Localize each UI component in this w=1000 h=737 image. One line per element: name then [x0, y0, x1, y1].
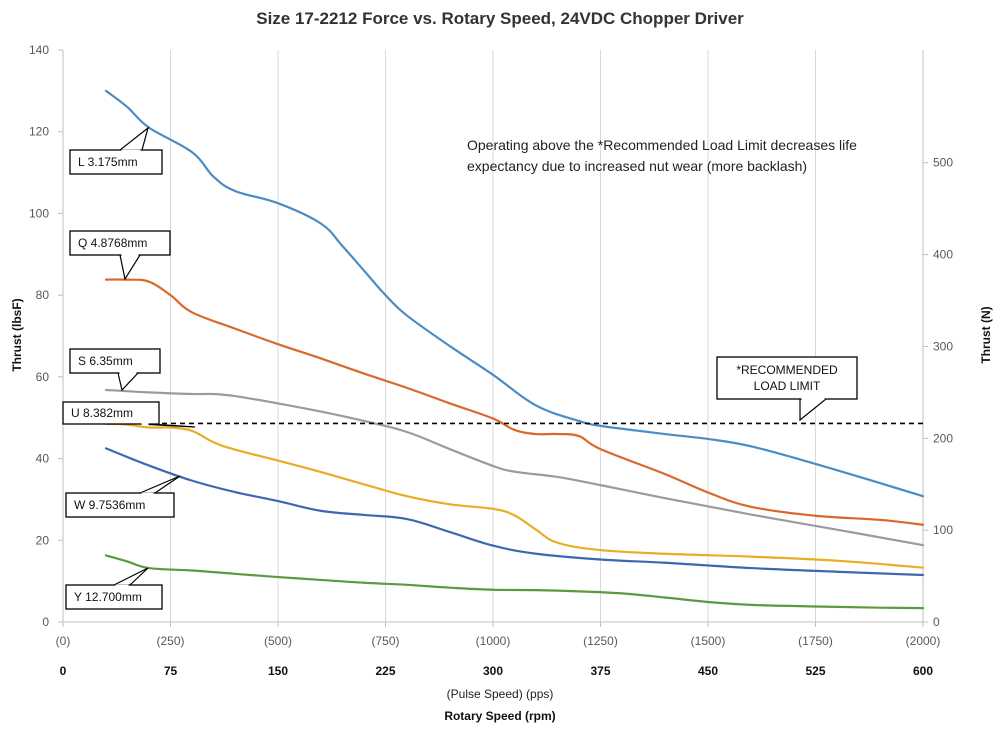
- callout-label-4: W 9.7536mm: [74, 498, 145, 512]
- callout-seam: [801, 397, 825, 400]
- x-tick-label-rpm: 300: [483, 664, 503, 678]
- y-tick-label: 140: [29, 43, 49, 57]
- x-tick-label-rpm: 225: [375, 664, 395, 678]
- x-tick-label-pps: (500): [264, 634, 292, 648]
- callout-box: [65, 492, 175, 518]
- series-line-2: [104, 388, 925, 547]
- chart-title: Size 17-2212 Force vs. Rotary Speed, 24V…: [256, 9, 744, 28]
- y-right-tick-label: 400: [933, 248, 953, 262]
- y-right-tick-label: 0: [933, 615, 940, 629]
- y-axis-title-right: Thrust (N): [979, 306, 993, 363]
- note-group: Operating above the *Recommended Load Li…: [467, 137, 857, 174]
- callout-box: [716, 356, 858, 400]
- x-tick-label-pps: (250): [156, 634, 184, 648]
- callout-seam: [141, 422, 149, 425]
- series-line-1: [104, 278, 925, 526]
- x-tick-label-pps: (1000): [476, 634, 511, 648]
- y-tick-label: 80: [36, 288, 50, 302]
- callout: Y 12.700mm: [65, 567, 163, 610]
- callout-box: [69, 149, 163, 175]
- recommended-load-limit-label: *RECOMMENDED: [736, 363, 838, 377]
- y-right-tick-label: 500: [933, 156, 953, 170]
- callout-box: [69, 230, 171, 256]
- x-tick-label-rpm: 0: [60, 664, 67, 678]
- y-tick-label: 20: [36, 533, 50, 547]
- callout-label-3: U 8.382mm: [71, 406, 133, 420]
- callout: S 6.35mm: [69, 348, 161, 392]
- x-tick-label-rpm: 600: [913, 664, 933, 678]
- callout-box: [65, 584, 163, 610]
- note-text-line: expectancy due to increased nut wear (mo…: [467, 158, 807, 174]
- callout-seam: [121, 253, 139, 256]
- callout-box: [69, 348, 161, 374]
- callout: U 8.382mm: [62, 401, 196, 428]
- callout-label-5: Y 12.700mm: [74, 590, 142, 604]
- axis-labels: Thrust (lbsF) Thrust (N) (Pulse Speed) (…: [10, 298, 993, 723]
- series-group: [104, 89, 925, 610]
- x-tick-label-rpm: 525: [805, 664, 825, 678]
- x-tick-label-pps: (0): [56, 634, 71, 648]
- y-tick-label: 60: [36, 370, 50, 384]
- x-axis-subtitle: (Pulse Speed) (pps): [447, 687, 554, 701]
- callout-label-0: L 3.175mm: [78, 155, 138, 169]
- grid: [62, 50, 924, 622]
- y-tick-label: 120: [29, 125, 49, 139]
- y-right-tick-label: 100: [933, 523, 953, 537]
- x-tick-label-pps: (2000): [906, 634, 941, 648]
- callout-seam: [121, 149, 141, 152]
- y-tick-label: 40: [36, 452, 50, 466]
- callout-tail: [117, 372, 140, 392]
- x-tick-label-rpm: 75: [164, 664, 178, 678]
- callouts-group: L 3.175mm Q 4.8768mm S 6.35mm U 8.382mm W 9.…: [62, 126, 858, 610]
- note-text-line: Operating above the *Recommended Load Li…: [467, 137, 857, 153]
- callout-tail: [799, 398, 828, 422]
- callout-seam: [115, 584, 129, 587]
- callout-label-1: Q 4.8768mm: [78, 236, 147, 250]
- x-tick-label-rpm: 375: [590, 664, 610, 678]
- callout-seam: [141, 492, 154, 495]
- callout-tail: [119, 254, 142, 281]
- callout: W 9.7536mm: [65, 475, 181, 518]
- callout-tail: [118, 126, 150, 151]
- callout-box: [62, 401, 160, 425]
- series-line-0: [104, 89, 925, 498]
- x-tick-label-pps: (1250): [583, 634, 618, 648]
- y-axis-title-left: Thrust (lbsF): [10, 298, 24, 371]
- callout-tail: [113, 567, 149, 586]
- axes: 0 20 40 60 80 100 120 140 0 100 200 300 400 500 (0) 0 (2…: [29, 43, 953, 678]
- series-line-3: [104, 422, 925, 569]
- x-tick-label-pps: (1500): [691, 634, 726, 648]
- x-tick-label-rpm: 150: [268, 664, 288, 678]
- callout-tail: [139, 475, 181, 494]
- series-line-4: [104, 447, 925, 577]
- series-line-5: [104, 554, 925, 610]
- callout: Q 4.8768mm: [69, 230, 171, 281]
- y-tick-label: 0: [42, 615, 49, 629]
- x-tick-label-rpm: 450: [698, 664, 718, 678]
- y-tick-label: 100: [29, 206, 49, 220]
- callout-label-2: S 6.35mm: [78, 354, 133, 368]
- x-tick-label-pps: (750): [371, 634, 399, 648]
- y-right-tick-label: 200: [933, 431, 953, 445]
- callout-seam: [119, 371, 137, 374]
- recommended-load-limit-callout: *RECOMMENDED LOAD LIMIT: [716, 356, 858, 422]
- x-axis-title: Rotary Speed (rpm): [444, 709, 555, 723]
- x-tick-label-pps: (1750): [798, 634, 833, 648]
- callout: L 3.175mm: [69, 126, 163, 175]
- y-right-tick-label: 300: [933, 339, 953, 353]
- recommended-load-limit-label: LOAD LIMIT: [754, 379, 821, 393]
